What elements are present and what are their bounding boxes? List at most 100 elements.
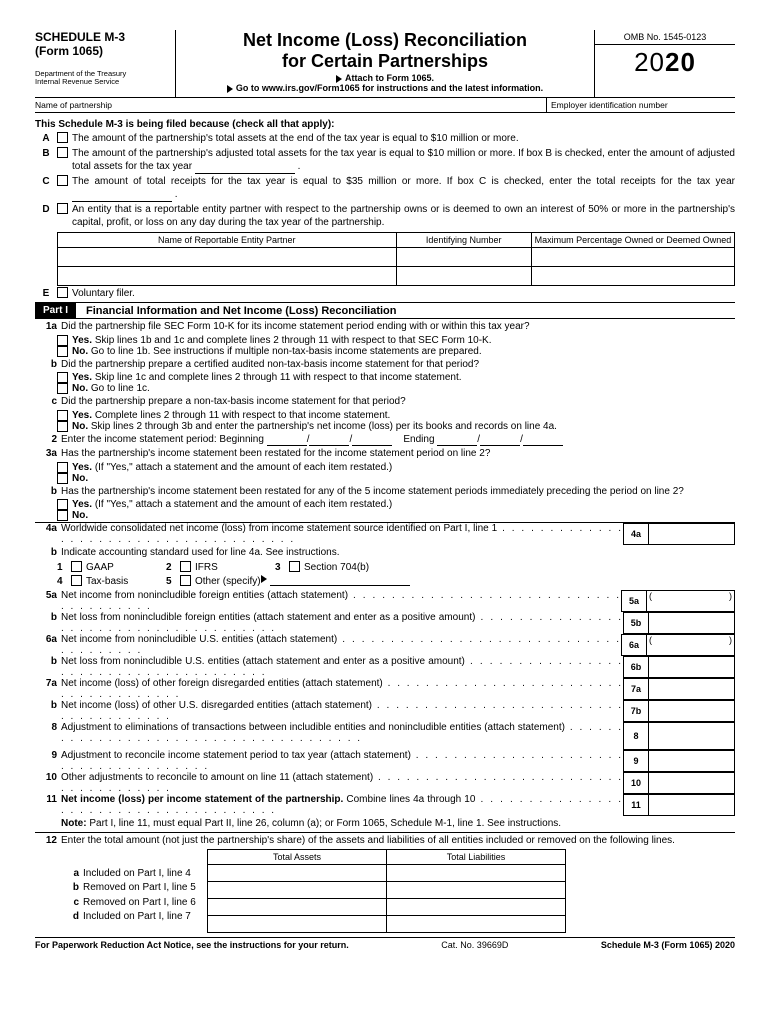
opt-704b: Section 704(b) [304,561,369,575]
cb-gaap[interactable] [71,561,82,572]
line-B: B The amount of the partnership's adjust… [35,147,735,174]
t7bs: Net income (loss) of other U.S. disregar… [61,700,372,711]
form-header: SCHEDULE M-3 (Form 1065) Department of t… [35,30,735,98]
bv8[interactable] [649,722,735,750]
num-1b: b [35,358,61,372]
checkbox-C[interactable] [57,175,68,186]
t7b: Net income (loss) of other U.S. disregar… [61,700,623,722]
bn7a: 7a [624,678,649,700]
blank-B[interactable] [195,163,295,174]
line-5b: bNet loss from nonincludible foreign ent… [35,612,735,634]
cb-3a-yes[interactable] [57,462,68,473]
line-3a: 3a Has the partnership's income statemen… [35,447,735,461]
num-4a: 4a [35,523,61,545]
t12: Enter the total amount (not just the par… [61,834,735,848]
tax-year: 2020 [595,47,735,78]
t1ay: Skip lines 1b and 1c and complete lines … [95,335,492,346]
cb-3b-no[interactable] [57,510,68,521]
cb-1a-no[interactable] [57,346,68,357]
t8: Adjustment to eliminations of transactio… [61,722,623,750]
l12b: bRemoved on Part I, line 5 [57,881,207,895]
t1cy: Yes. Complete lines 2 through 11 with re… [72,410,735,421]
num-1c: c [35,395,61,409]
t1cys: Complete lines 2 through 11 with respect… [95,410,391,421]
th-liab: Total Liabilities [387,849,566,864]
cb-ifrs[interactable] [180,561,191,572]
cb-3b-yes[interactable] [57,499,68,510]
t5as: Net income from nonincludible foreign en… [61,590,348,601]
cb-taxbasis[interactable] [71,575,82,586]
opt-gaap: GAAP [86,561,166,575]
bv5a[interactable] [647,590,735,612]
line-1b: b Did the partnership prepare a certifie… [35,358,735,372]
cb-1c-yes[interactable] [57,410,68,421]
t6b: Net loss from nonincludible U.S. entitie… [61,656,623,678]
bl2-6[interactable] [523,435,563,446]
t2e: Ending [403,434,434,445]
bv5b[interactable] [649,612,735,634]
line-11: 11Net income (loss) per income statement… [35,794,735,816]
t9: Adjustment to reconcile income statement… [61,750,623,772]
text-3a: Has the partnership's income statement b… [61,447,735,461]
bn5b: 5b [624,612,649,634]
cb-other[interactable] [180,575,191,586]
t5a: Net income from nonincludible foreign en… [61,590,621,612]
cb-1c-no[interactable] [57,421,68,432]
text-4a: Worldwide consolidated net income (loss)… [61,523,623,545]
bl2-1[interactable] [267,435,307,446]
tr12d[interactable] [208,915,566,932]
box-4a-val[interactable] [649,523,735,545]
letter-C: C [35,175,57,189]
part1-bar: Part I Financial Information and Net Inc… [35,302,735,319]
cb-1b-no[interactable] [57,383,68,394]
t1bns: Go to line 1c. [91,383,150,394]
bv11[interactable] [649,794,735,816]
year-prefix: 20 [634,47,665,77]
checkbox-B[interactable] [57,147,68,158]
t3ay: Yes. (If "Yes," attach a statement and t… [72,462,735,473]
bl2-4[interactable] [437,435,477,446]
d-col2: Identifying Number [396,232,531,247]
header-center: Net Income (Loss) Reconciliation for Cer… [176,30,594,97]
cb-3a-no[interactable] [57,473,68,484]
bn6a: 6a [622,634,647,656]
letter-E: E [35,287,57,301]
bv7a[interactable] [649,678,735,700]
checkbox-E[interactable] [57,287,68,298]
bl-4b[interactable] [270,575,410,586]
t11n: Note: Part I, line 11, must equal Part I… [61,817,735,831]
bv7b[interactable] [649,700,735,722]
part1-title: Financial Information and Net Income (Lo… [76,305,396,317]
n6a: 6a [35,634,61,656]
bv10[interactable] [649,772,735,794]
text-C-span: The amount of total receipts for the tax… [72,176,735,187]
bl2-3[interactable] [352,435,392,446]
checkbox-A[interactable] [57,132,68,143]
tr12b[interactable] [208,881,566,898]
l12a: aIncluded on Part I, line 4 [57,867,207,881]
bl2-2[interactable] [309,435,349,446]
cb-704b[interactable] [289,561,300,572]
triangle-icon [227,85,233,93]
bv6a[interactable] [647,634,735,656]
d-row2[interactable] [58,266,735,285]
checkbox-D[interactable] [57,203,68,214]
blank-C[interactable] [72,191,172,202]
line-9: 9Adjustment to reconcile income statemen… [35,750,735,772]
bl2-5[interactable] [480,435,520,446]
line-10: 10Other adjustments to reconcile to amou… [35,772,735,794]
d-row1[interactable] [58,247,735,266]
line-11-note: Note: Part I, line 11, must equal Part I… [35,817,735,834]
cb-1a-yes[interactable] [57,335,68,346]
bv9[interactable] [649,750,735,772]
text-1a-yes: Yes. Skip lines 1b and 1c and complete l… [72,335,735,346]
t3by: Yes. (If "Yes," attach a statement and t… [72,499,735,510]
line-1a-yes: Yes. Skip lines 1b and 1c and complete l… [35,335,735,346]
tr12c[interactable] [208,898,566,915]
letter-B: B [35,147,57,161]
tr12a[interactable] [208,864,566,881]
cb-1b-yes[interactable] [57,372,68,383]
t11: Net income (loss) per income statement o… [61,794,623,816]
text-3b: Has the partnership's income statement b… [61,485,735,499]
bv6b[interactable] [649,656,735,678]
